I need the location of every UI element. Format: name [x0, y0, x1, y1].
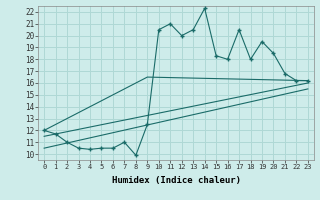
X-axis label: Humidex (Indice chaleur): Humidex (Indice chaleur): [111, 176, 241, 185]
